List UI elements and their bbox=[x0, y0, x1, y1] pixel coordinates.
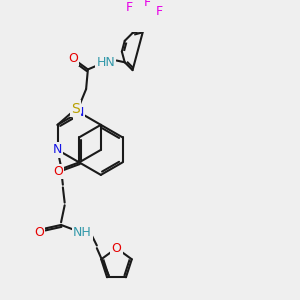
Text: F: F bbox=[125, 1, 133, 14]
Text: F: F bbox=[143, 0, 150, 9]
Text: N: N bbox=[74, 106, 84, 119]
Text: O: O bbox=[34, 226, 44, 238]
Text: F: F bbox=[156, 5, 163, 18]
Text: NH: NH bbox=[73, 226, 92, 238]
Text: O: O bbox=[112, 242, 122, 255]
Text: HN: HN bbox=[96, 56, 115, 69]
Text: O: O bbox=[53, 165, 63, 178]
Text: N: N bbox=[53, 143, 62, 156]
Text: O: O bbox=[68, 52, 78, 65]
Text: S: S bbox=[71, 102, 80, 116]
